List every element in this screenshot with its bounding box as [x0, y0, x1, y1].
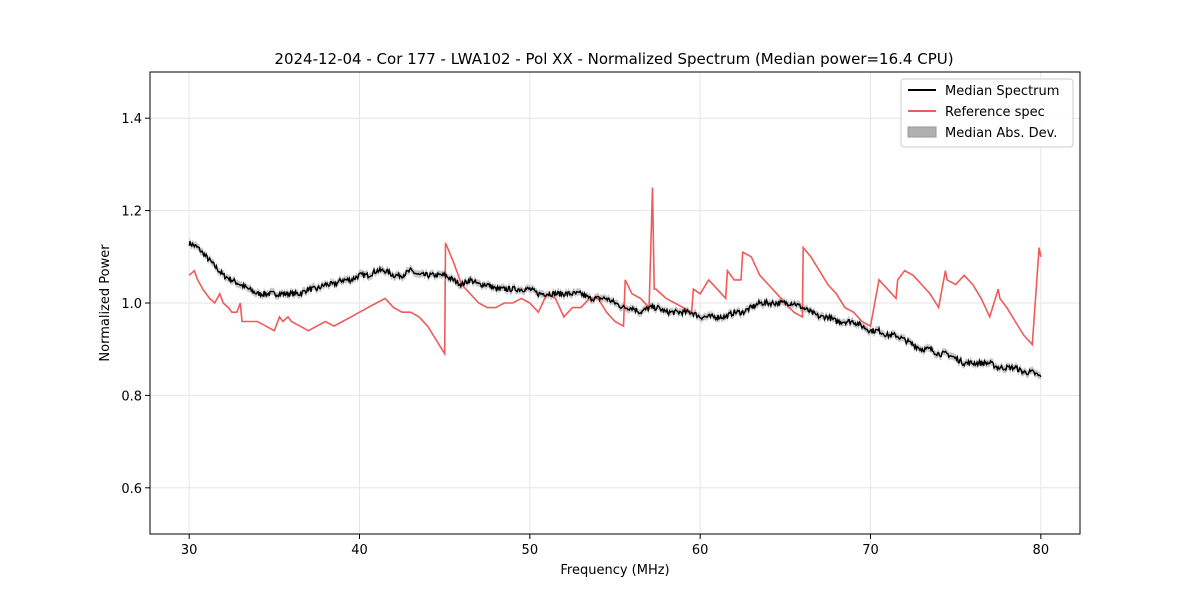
median-spectrum-line	[188, 240, 1042, 378]
x-tick-label: 50	[522, 543, 539, 558]
x-tick-label: 40	[351, 543, 368, 558]
x-axis-ticks: 30 40 50 60 70 80	[181, 534, 1049, 558]
x-tick-label: 70	[862, 543, 879, 558]
y-tick-label: 1.0	[121, 297, 142, 312]
legend-box	[900, 78, 1074, 148]
y-tick-label: 1.4	[121, 112, 142, 127]
reference-spectrum-line	[188, 187, 1042, 357]
legend-label-reference: Reference spec	[945, 105, 1045, 120]
x-tick-label: 80	[1033, 543, 1050, 558]
y-tick-label: 0.8	[121, 389, 142, 404]
y-tick-label: 1.2	[121, 205, 142, 220]
chart-title: 2024-12-04 - Cor 177 - LWA102 - Pol XX -…	[274, 50, 953, 68]
x-tick-label: 30	[181, 543, 198, 558]
y-axis-ticks: 0.6 0.8 1.0 1.2 1.4	[121, 112, 150, 497]
series-lines	[188, 187, 1042, 378]
x-axis-label: Frequency (MHz)	[560, 563, 669, 578]
y-axis-label: Normalized Power	[98, 244, 113, 362]
legend: Median Spectrum Reference spec Median Ab…	[900, 78, 1074, 148]
legend-swatch-mad	[907, 126, 937, 138]
legend-label-median: Median Spectrum	[945, 84, 1059, 99]
x-tick-label: 60	[692, 543, 709, 558]
y-tick-label: 0.6	[121, 482, 142, 497]
legend-label-mad: Median Abs. Dev.	[945, 126, 1057, 141]
